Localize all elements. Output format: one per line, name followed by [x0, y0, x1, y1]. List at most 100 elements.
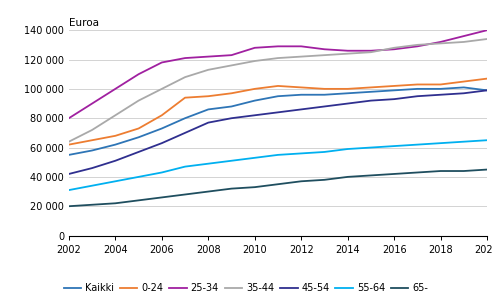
0-24 — [205, 95, 211, 98]
Kaikki — [229, 105, 235, 108]
0-24 — [368, 85, 374, 89]
65- — [438, 169, 444, 173]
65- — [345, 175, 351, 179]
55-64 — [484, 138, 490, 142]
0-24 — [252, 87, 258, 91]
25-34 — [252, 46, 258, 50]
Kaikki — [66, 153, 72, 157]
35-44 — [368, 50, 374, 54]
55-64 — [368, 146, 374, 149]
Kaikki — [321, 93, 327, 97]
25-34 — [89, 102, 95, 105]
45-54 — [368, 99, 374, 102]
55-64 — [136, 175, 142, 179]
65- — [368, 174, 374, 177]
55-64 — [391, 144, 397, 148]
25-34 — [136, 72, 142, 76]
55-64 — [89, 184, 95, 188]
35-44 — [438, 42, 444, 45]
65- — [275, 182, 281, 186]
35-44 — [159, 87, 165, 91]
35-44 — [321, 53, 327, 57]
65- — [252, 185, 258, 189]
Kaikki — [391, 88, 397, 92]
25-34 — [438, 40, 444, 44]
35-44 — [182, 75, 188, 79]
65- — [89, 203, 95, 207]
0-24 — [438, 83, 444, 86]
35-44 — [461, 40, 467, 44]
45-54 — [159, 141, 165, 145]
55-64 — [345, 147, 351, 151]
0-24 — [321, 87, 327, 91]
45-54 — [252, 114, 258, 117]
45-54 — [66, 172, 72, 176]
0-24 — [112, 134, 118, 138]
Line: Kaikki: Kaikki — [69, 87, 487, 155]
Line: 25-34: 25-34 — [69, 30, 487, 118]
Line: 65-: 65- — [69, 169, 487, 206]
45-54 — [414, 95, 420, 98]
Kaikki — [252, 99, 258, 102]
55-64 — [182, 165, 188, 169]
65- — [484, 168, 490, 171]
55-64 — [66, 188, 72, 192]
45-54 — [391, 97, 397, 101]
0-24 — [461, 80, 467, 83]
Kaikki — [345, 92, 351, 95]
45-54 — [89, 166, 95, 170]
65- — [414, 171, 420, 174]
35-44 — [391, 46, 397, 50]
25-34 — [205, 55, 211, 58]
25-34 — [159, 61, 165, 64]
55-64 — [298, 152, 304, 155]
55-64 — [205, 162, 211, 165]
0-24 — [414, 83, 420, 86]
35-44 — [345, 52, 351, 56]
55-64 — [112, 179, 118, 183]
65- — [182, 193, 188, 196]
65- — [66, 204, 72, 208]
Line: 35-44: 35-44 — [69, 39, 487, 142]
25-34 — [391, 47, 397, 51]
25-34 — [182, 56, 188, 60]
35-44 — [89, 128, 95, 132]
Line: 0-24: 0-24 — [69, 79, 487, 145]
0-24 — [66, 143, 72, 146]
0-24 — [136, 127, 142, 130]
45-54 — [182, 131, 188, 135]
Kaikki — [298, 93, 304, 97]
35-44 — [298, 55, 304, 58]
45-54 — [321, 105, 327, 108]
65- — [229, 187, 235, 191]
Kaikki — [205, 108, 211, 111]
45-54 — [438, 93, 444, 97]
Kaikki — [136, 136, 142, 139]
35-44 — [66, 140, 72, 143]
65- — [112, 201, 118, 205]
45-54 — [461, 92, 467, 95]
Kaikki — [368, 90, 374, 94]
35-44 — [136, 99, 142, 102]
0-24 — [182, 96, 188, 99]
35-44 — [275, 56, 281, 60]
25-34 — [112, 87, 118, 91]
45-54 — [298, 108, 304, 111]
25-34 — [275, 44, 281, 48]
45-54 — [136, 150, 142, 154]
Text: Euroa: Euroa — [69, 18, 99, 28]
25-34 — [298, 44, 304, 48]
25-34 — [229, 53, 235, 57]
35-44 — [252, 59, 258, 63]
65- — [461, 169, 467, 173]
Kaikki — [484, 88, 490, 92]
65- — [321, 178, 327, 182]
55-64 — [159, 171, 165, 174]
55-64 — [438, 141, 444, 145]
0-24 — [89, 138, 95, 142]
45-54 — [345, 102, 351, 105]
0-24 — [159, 114, 165, 117]
Legend: Kaikki, 0-24, 25-34, 35-44, 45-54, 55-64, 65-: Kaikki, 0-24, 25-34, 35-44, 45-54, 55-64… — [60, 279, 432, 297]
55-64 — [321, 150, 327, 154]
25-34 — [345, 49, 351, 53]
